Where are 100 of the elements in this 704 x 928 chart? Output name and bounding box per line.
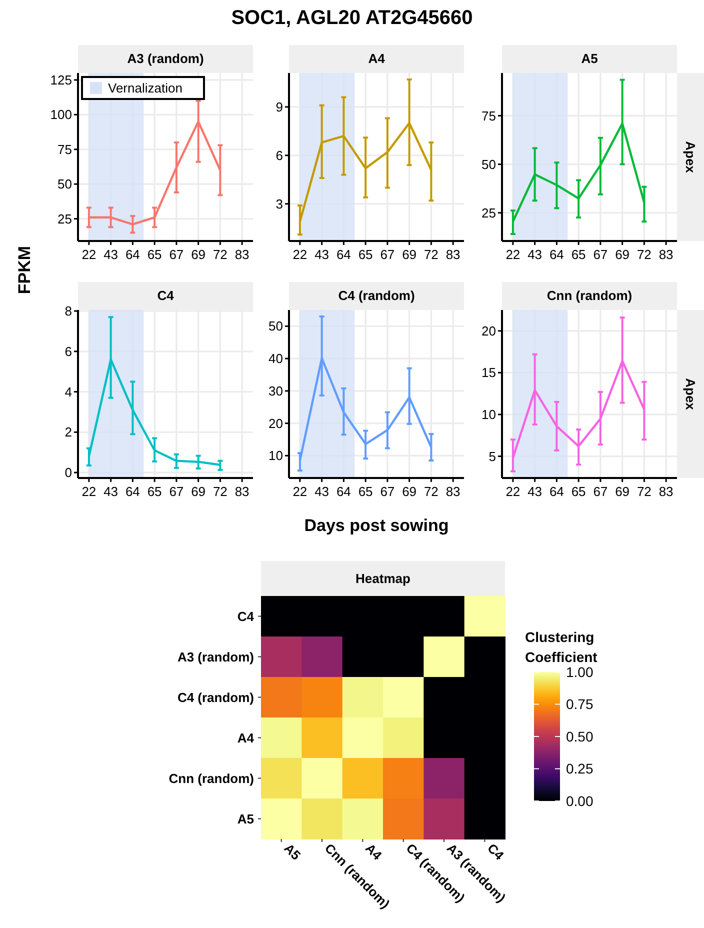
y-tick-label: 4 — [64, 384, 72, 400]
x-tick-label: 64 — [336, 484, 351, 499]
x-tick-label: 65 — [147, 484, 162, 499]
x-axis-title: Days post sowing — [304, 516, 449, 535]
x-tick-label: 72 — [424, 484, 438, 499]
y-tick-label: 8 — [64, 304, 72, 319]
x-tick-label: 72 — [212, 247, 228, 262]
y-tick-label: C4 (random) — [177, 690, 254, 705]
y-tick-label: 75 — [58, 142, 72, 157]
x-tick-label: 65 — [571, 484, 586, 499]
y-tick-label: C4 — [237, 608, 255, 624]
band-label: Vernalization — [108, 80, 182, 96]
chart-title: C4 — [157, 288, 175, 303]
x-tick-label: 67 — [169, 247, 184, 262]
y-tick-label: 9 — [276, 99, 283, 114]
x-tick-label: 69 — [615, 247, 630, 262]
x-tick-label: 22 — [506, 247, 520, 262]
color-bar-title: Clustering Coefficient — [525, 629, 598, 665]
x-tick-label: 22 — [82, 247, 96, 262]
y-tick-label: 6 — [276, 148, 283, 163]
text: Apex — [683, 378, 698, 411]
y-axis-title: FPKM — [15, 246, 34, 294]
y-tick-label: 20 — [268, 416, 283, 431]
y-tick-label: 3 — [276, 196, 283, 212]
y-tick-label: 40 — [268, 351, 283, 366]
x-tick-label: A4 — [362, 840, 386, 864]
y-tick-label: 0 — [64, 465, 72, 480]
chart-title: C4 (random) — [338, 288, 415, 303]
x-tick-label: 43 — [104, 484, 118, 499]
x-tick-label: 69 — [402, 484, 417, 499]
y-tick-label: A3 (random) — [177, 649, 254, 664]
y-tick-label: A5 — [237, 811, 254, 826]
x-tick-label: 67 — [593, 484, 608, 499]
x-tick-label: 83 — [446, 247, 460, 262]
color-bar-label: 0.00 — [566, 792, 594, 809]
color-bar-label: 0.25 — [566, 760, 594, 777]
y-tick-label: 50 — [58, 176, 72, 192]
x-tick-label: 43 — [104, 247, 118, 262]
chart-title: A4 — [368, 51, 386, 66]
x-tick-label: 69 — [191, 484, 206, 499]
chart-title: Heatmap — [356, 571, 411, 586]
x-tick-label: 22 — [292, 247, 308, 262]
y-tick-label: 25 — [58, 211, 72, 226]
legend: Vernalization — [81, 76, 205, 100]
y-tick-label: 50 — [482, 156, 496, 172]
y-tick-label: 20 — [482, 323, 496, 338]
x-tick-label: 22 — [82, 484, 96, 499]
x-tick-label: 83 — [658, 247, 674, 262]
y-tick-label: 30 — [268, 383, 283, 398]
x-tick-label: 69 — [402, 247, 417, 262]
x-tick-label: 69 — [615, 484, 630, 499]
x-tick-label: 83 — [234, 484, 250, 499]
x-tick-label: 64 — [125, 247, 140, 262]
x-tick-label: 64 — [336, 247, 351, 262]
color-bar-label: 0.75 — [566, 696, 594, 712]
x-tick-label: 72 — [212, 484, 228, 499]
x-tick-label: 43 — [314, 484, 330, 499]
x-tick-label: 67 — [380, 484, 395, 499]
text: SOC1, AGL20 AT2G45660 — [231, 7, 473, 29]
x-tick-label: 72 — [636, 484, 652, 499]
x-tick-label: 22 — [292, 484, 308, 499]
x-tick-label: 83 — [234, 247, 250, 262]
y-tick-label: A4 — [237, 730, 255, 746]
x-tick-label: 65 — [358, 484, 373, 499]
chart-title: Cnn (random) — [546, 288, 632, 303]
y-tick-label: 25 — [482, 205, 496, 220]
chart-title: A3 (random) — [127, 51, 204, 66]
color-bar-label: 0.50 — [566, 728, 594, 744]
x-tick-label: 64 — [549, 484, 564, 499]
y-tick-label: 2 — [64, 424, 72, 440]
x-tick-label: 43 — [314, 247, 330, 262]
y-tick-label: 6 — [64, 344, 72, 359]
x-tick-label: 83 — [446, 484, 460, 499]
x-tick-label: 67 — [169, 484, 184, 499]
x-tick-label: 22 — [506, 484, 520, 499]
x-tick-label: 67 — [380, 247, 395, 262]
y-tick-label: 15 — [482, 365, 496, 380]
x-tick-label: 72 — [636, 247, 652, 262]
x-tick-label: 65 — [358, 247, 373, 262]
x-tick-label: 83 — [658, 484, 674, 499]
y-tick-label: 10 — [268, 448, 283, 464]
y-tick-label: 5 — [488, 448, 496, 464]
y-tick-label: 10 — [482, 407, 496, 422]
text: Apex — [683, 141, 698, 174]
y-tick-label: Cnn (random) — [168, 770, 254, 786]
x-tick-label: 43 — [528, 484, 542, 499]
x-tick-label: 65 — [571, 247, 586, 262]
color-bar-label: 1.00 — [566, 664, 594, 680]
x-tick-label: 64 — [549, 247, 564, 262]
y-tick-label: 125 — [50, 72, 72, 88]
chart-title: A5 — [581, 51, 598, 66]
x-tick-label: 69 — [191, 247, 206, 262]
y-tick-label: 75 — [482, 108, 496, 124]
y-tick-label: 100 — [50, 107, 72, 122]
y-tick-label: 50 — [268, 318, 283, 334]
x-tick-label: 43 — [528, 247, 542, 262]
x-tick-label: 64 — [125, 484, 140, 499]
x-tick-label: 72 — [424, 247, 438, 262]
x-tick-label: 67 — [593, 247, 608, 262]
x-tick-label: 65 — [147, 247, 162, 262]
